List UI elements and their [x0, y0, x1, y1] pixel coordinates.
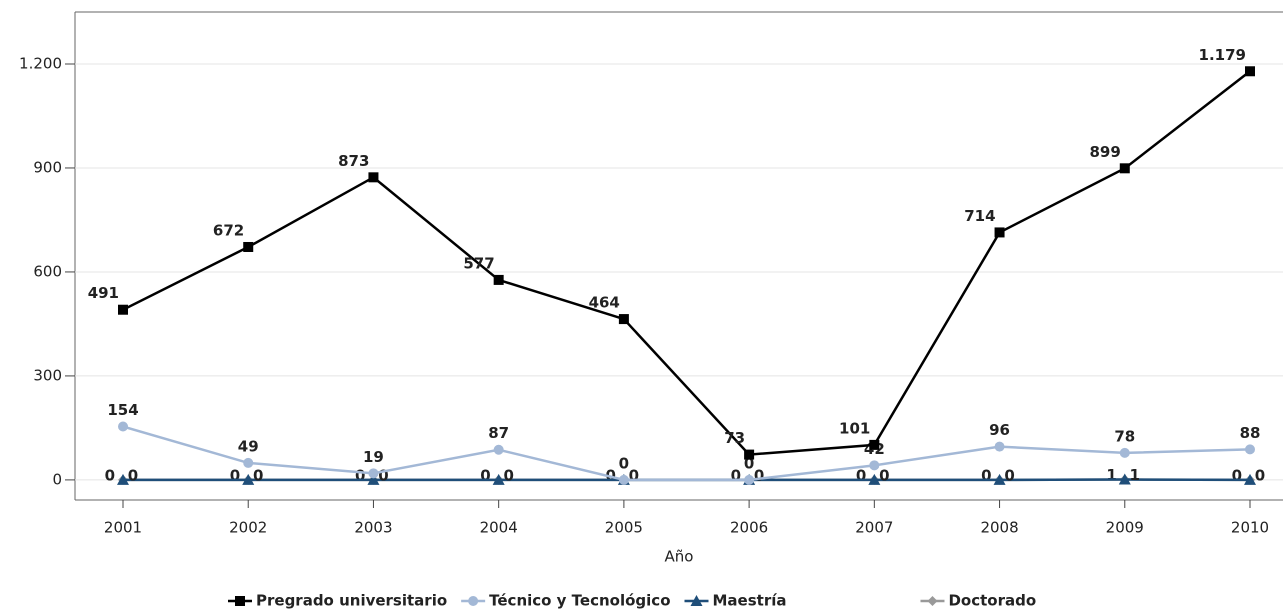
marker — [242, 473, 255, 485]
marker — [1119, 163, 1130, 174]
x-tick-label: 2008 — [980, 519, 1018, 537]
x-tick-label: 2005 — [605, 519, 643, 537]
y-tick-label: 900 — [33, 158, 62, 176]
data-label: 899 — [1089, 143, 1120, 161]
data-label: 87 — [488, 424, 509, 442]
data-label: 0 — [1004, 466, 1014, 484]
data-label: 154 — [107, 401, 138, 419]
data-label: 0 — [629, 466, 639, 484]
marker — [492, 473, 505, 485]
marker — [367, 473, 380, 485]
data-label: 0 — [1232, 466, 1242, 484]
x-tick-label: 2007 — [855, 519, 893, 537]
data-label: 1 — [1130, 466, 1140, 484]
marker — [994, 441, 1005, 452]
marker — [618, 314, 629, 325]
marker — [618, 474, 629, 485]
legend-label: Doctorado — [948, 592, 1036, 610]
data-label: 0 — [754, 466, 764, 484]
marker — [690, 595, 703, 606]
marker — [868, 473, 881, 485]
marker — [118, 421, 128, 432]
data-label: 873 — [338, 152, 369, 170]
data-label: 101 — [839, 419, 870, 437]
series-line — [122, 70, 1251, 456]
marker — [869, 439, 880, 450]
y-tick-label: 600 — [33, 262, 62, 280]
data-label: 73 — [724, 429, 745, 447]
data-label: 0 — [503, 466, 513, 484]
marker — [493, 274, 504, 285]
marker — [993, 473, 1006, 485]
data-label: 672 — [213, 221, 244, 239]
data-label: 49 — [238, 437, 259, 455]
y-tick-label: 300 — [33, 366, 62, 384]
marker — [243, 241, 254, 252]
marker — [368, 172, 379, 183]
marker — [1245, 66, 1255, 77]
marker — [1244, 473, 1256, 485]
legend-label: Maestría — [713, 592, 787, 610]
data-label: 0 — [105, 466, 115, 484]
marker — [368, 468, 379, 479]
data-label: 0 — [744, 454, 754, 472]
marker — [243, 457, 254, 468]
marker — [118, 304, 128, 315]
marker — [744, 474, 755, 485]
x-tick-label: 2004 — [480, 519, 518, 537]
data-label: 464 — [589, 294, 620, 312]
marker — [468, 596, 479, 606]
marker — [744, 449, 755, 460]
x-tick-label: 2006 — [730, 519, 768, 537]
marker — [1245, 444, 1255, 455]
data-label: 19 — [363, 448, 384, 466]
data-label: 714 — [964, 207, 995, 225]
x-tick-label: 2010 — [1231, 519, 1269, 537]
data-label: 88 — [1240, 424, 1261, 442]
data-label: 0 — [378, 466, 388, 484]
data-label: 0 — [731, 466, 741, 484]
data-label: 1 — [1106, 466, 1116, 484]
data-label: 0 — [253, 466, 263, 484]
data-label: 577 — [463, 254, 494, 272]
data-label: 0 — [879, 466, 889, 484]
data-label: 491 — [88, 284, 119, 302]
marker — [1118, 473, 1131, 485]
y-tick-label: 0 — [52, 470, 62, 488]
data-label: 0 — [1255, 466, 1265, 484]
data-label: 1.179 — [1199, 46, 1246, 64]
marker — [493, 444, 504, 455]
x-tick-label: 2001 — [104, 519, 142, 537]
data-label: 0 — [605, 466, 615, 484]
marker — [117, 473, 129, 485]
data-label: 0 — [355, 466, 365, 484]
x-tick-label: 2009 — [1106, 519, 1144, 537]
legend-label: Técnico y Tecnológico — [489, 592, 670, 610]
series-line — [122, 425, 1251, 482]
marker — [927, 596, 938, 606]
marker — [235, 596, 245, 606]
marker — [1119, 447, 1130, 458]
marker — [994, 227, 1005, 238]
marker — [869, 460, 880, 471]
data-label: 96 — [989, 421, 1010, 439]
x-tick-label: 2002 — [229, 519, 267, 537]
y-tick-label: 1.200 — [19, 54, 62, 72]
x-axis-label: Año — [665, 548, 694, 566]
legend-label: Pregrado universitario — [256, 592, 447, 610]
x-tick-label: 2003 — [354, 519, 392, 537]
data-label: 0 — [480, 466, 490, 484]
data-label: 0 — [128, 466, 138, 484]
data-label: 0 — [619, 454, 629, 472]
data-label: 0 — [856, 466, 866, 484]
data-label: 0 — [981, 466, 991, 484]
data-label: 0 — [230, 466, 240, 484]
data-label: 78 — [1114, 427, 1135, 445]
